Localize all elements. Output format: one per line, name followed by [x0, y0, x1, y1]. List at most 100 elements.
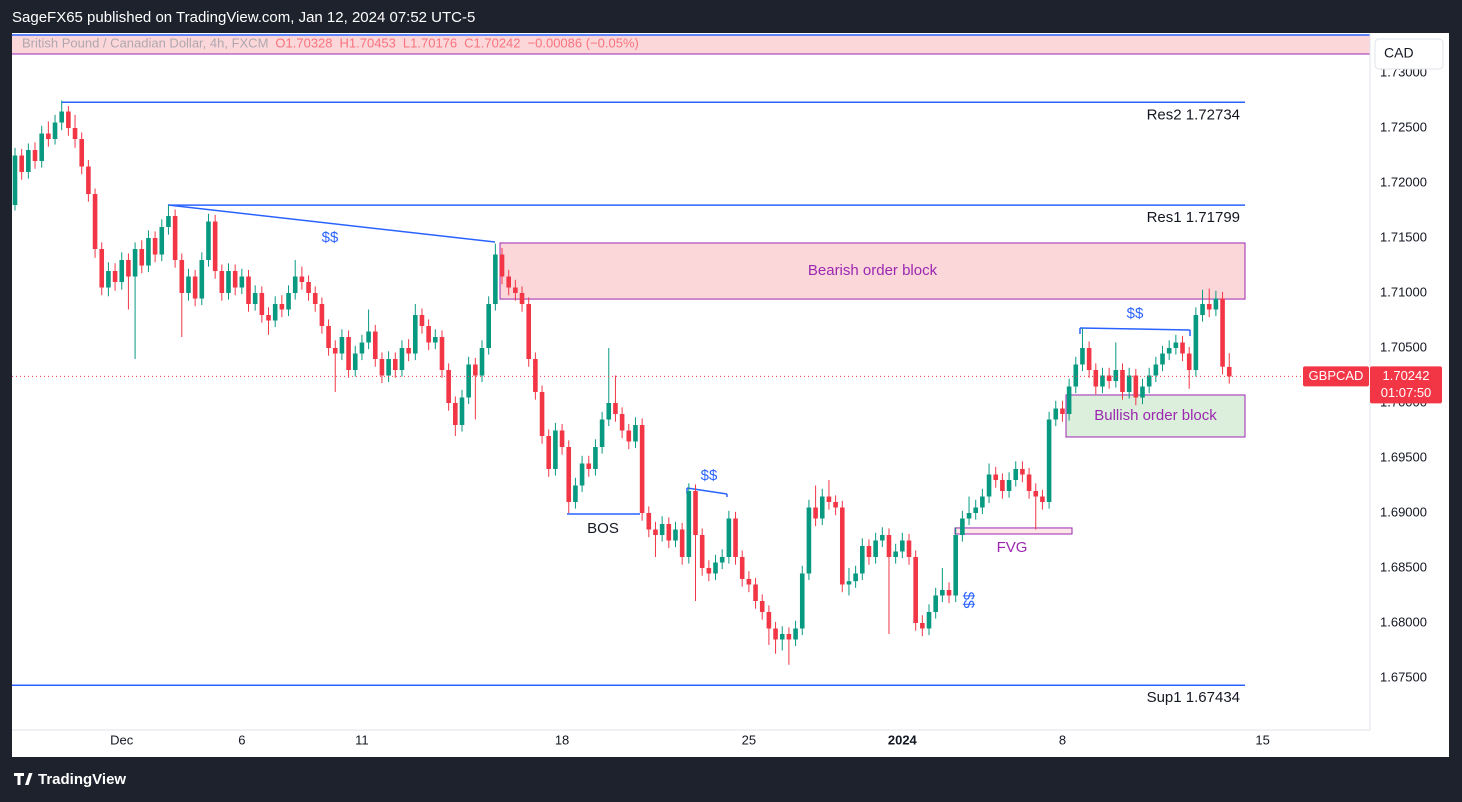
candle-body [226, 271, 231, 294]
currency[interactable]: CAD [1384, 45, 1414, 61]
candle-body [1160, 353, 1165, 365]
currency-button[interactable] [1374, 38, 1444, 70]
candle-body [613, 403, 618, 415]
candle-body [372, 331, 378, 360]
candle-body [1173, 342, 1179, 349]
candle-body [526, 304, 532, 360]
candle-body [433, 337, 438, 343]
annotation: $$ [322, 229, 339, 246]
candle-body [479, 348, 485, 376]
candle-body [206, 221, 211, 261]
candle-body [1026, 474, 1032, 491]
candle-body [286, 293, 291, 310]
candle-body [399, 348, 405, 371]
zone-label: FVG [997, 539, 1028, 556]
candle-body [913, 556, 918, 623]
candle-body [806, 507, 812, 574]
candle-body [693, 490, 698, 535]
candle-body [79, 139, 85, 167]
candle-body [606, 403, 612, 420]
candle-body [799, 573, 805, 629]
plot: British Pound / Canadian Dollar, 4h, FXC… [12, 35, 1442, 747]
candle-body [59, 111, 65, 123]
candle-body [1113, 370, 1119, 382]
legend-item: C1.70242 [464, 35, 520, 50]
candle-body [32, 150, 38, 162]
candle-body [339, 337, 345, 354]
candle-body [46, 133, 51, 140]
countdown: 01:07:50 [1381, 385, 1432, 400]
candle-body [759, 600, 765, 612]
annotation: $$ [960, 592, 977, 609]
candle-body [1066, 386, 1072, 415]
candle-body [719, 556, 725, 563]
candle-body [379, 359, 385, 376]
zone [954, 527, 1073, 535]
y-tick-label: 1.72500 [1380, 119, 1427, 134]
candle-body [232, 271, 238, 288]
x-tick-label: 8 [1059, 732, 1066, 747]
candle-body [900, 540, 905, 552]
candle-body [666, 523, 672, 541]
candle-body [1080, 348, 1085, 365]
candle-body [826, 496, 832, 502]
candle-body [112, 271, 118, 283]
candle-body [986, 474, 992, 497]
candle-body [566, 446, 572, 502]
candle-body [839, 507, 845, 585]
candle-body [866, 545, 872, 557]
candle-body [186, 276, 191, 294]
candle-body [819, 496, 825, 519]
y-tick-label: 1.68000 [1380, 614, 1427, 629]
candle-body [593, 446, 598, 469]
candle-body [546, 435, 552, 469]
legend-item: −0.00086 (−0.05%) [528, 35, 639, 50]
candle-body [1153, 364, 1159, 376]
candle-body [299, 276, 305, 283]
brand: TradingView [38, 771, 126, 788]
candle-body [159, 227, 165, 255]
candle-body [172, 216, 178, 261]
candle-body [873, 540, 878, 557]
candle-body [993, 474, 999, 480]
candle-body [1140, 386, 1145, 398]
candle-body [539, 392, 545, 436]
candle-body [72, 128, 78, 140]
candle-body [139, 249, 145, 266]
level-label: Res1 1.71799 [1147, 209, 1240, 226]
candle-body [1093, 370, 1099, 387]
candle-body [86, 166, 91, 195]
price-label: 1.70242 [1383, 368, 1430, 383]
legend-item: H1.70453 [340, 35, 396, 50]
x-tick-label: Dec [110, 732, 134, 747]
candle-body [920, 622, 925, 629]
candle-body [246, 276, 251, 305]
candle-body [366, 331, 371, 343]
candle-body [1060, 408, 1065, 415]
candle-body [766, 611, 772, 629]
candle-body [1046, 419, 1052, 502]
candle-body [1220, 298, 1225, 367]
candle-body [279, 304, 285, 310]
candle-body [252, 293, 258, 305]
y-tick-label: 1.72000 [1380, 174, 1427, 189]
x-tick-label: 2024 [888, 732, 918, 747]
candle-body [272, 304, 278, 321]
candle-body [646, 512, 652, 530]
candle-body [52, 122, 58, 140]
candle-body [319, 304, 325, 327]
candle-body [166, 216, 171, 228]
drawing-line [1079, 327, 1191, 331]
legend-item: O1.70328 [275, 35, 332, 50]
candle-body [499, 254, 505, 277]
candle-body [619, 414, 625, 431]
candle-body [106, 271, 111, 288]
candle-body [1146, 375, 1152, 387]
x-tick-label: 18 [555, 732, 569, 747]
candle-body [553, 430, 558, 469]
candle-body [933, 595, 938, 612]
candle-body [893, 551, 898, 557]
candle-body [926, 611, 932, 629]
annotation: $$ [701, 467, 718, 484]
candle-body [146, 238, 151, 266]
